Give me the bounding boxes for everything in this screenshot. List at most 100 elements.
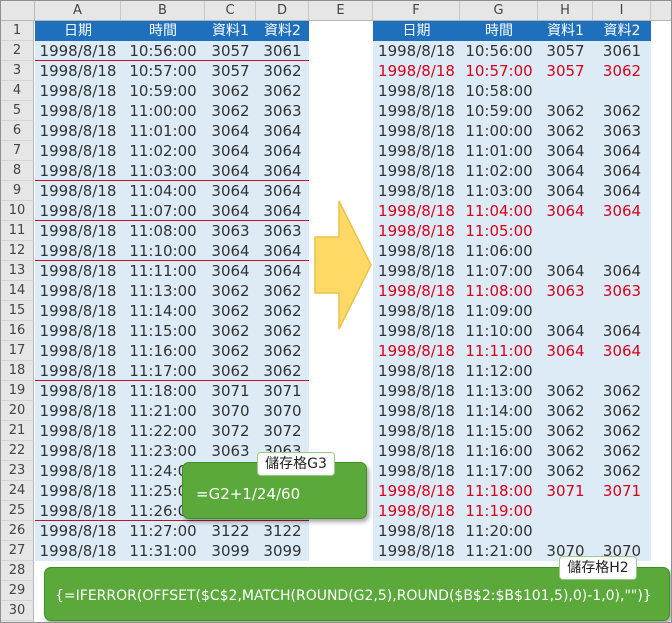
table-cell[interactable]: 11:27:00 [129, 522, 197, 540]
table-cell[interactable]: 1998/8/18 [378, 382, 455, 400]
table-cell[interactable]: 1998/8/18 [378, 402, 455, 420]
row-number[interactable]: 12 [1, 241, 34, 261]
table-cell[interactable]: 3063 [546, 282, 585, 300]
table-cell[interactable]: 11:18:00 [129, 382, 197, 400]
table-cell[interactable]: 1998/8/18 [378, 162, 455, 180]
table-cell[interactable]: 11:16:00 [465, 442, 533, 460]
table-cell[interactable]: 3064 [546, 262, 585, 280]
table-cell[interactable]: 11:02:00 [465, 162, 533, 180]
row-number[interactable]: 28 [1, 561, 34, 581]
table-cell[interactable]: 3063 [211, 442, 250, 460]
table-cell[interactable] [593, 501, 651, 521]
table-cell[interactable]: 3062 [546, 382, 585, 400]
table-cell[interactable]: 11:09:00 [465, 302, 533, 320]
table-cell[interactable]: 3064 [602, 182, 642, 200]
table-cell[interactable]: 1998/8/18 [378, 262, 455, 280]
table-cell[interactable]: 3057 [211, 62, 250, 80]
table-cell[interactable]: 3064 [211, 142, 250, 160]
row-number[interactable]: 24 [1, 481, 34, 501]
table-cell[interactable]: 1998/8/18 [378, 202, 455, 220]
table-cell[interactable]: 1998/8/18 [39, 122, 117, 140]
table-cell[interactable]: 1998/8/18 [378, 42, 455, 60]
table-cell[interactable] [593, 521, 651, 541]
table-cell[interactable]: 3061 [602, 42, 642, 60]
table-cell[interactable]: 3071 [263, 382, 302, 400]
table-cell[interactable]: 1998/8/18 [378, 62, 455, 80]
table-cell[interactable]: 1998/8/18 [39, 182, 117, 200]
table-cell[interactable]: 3064 [546, 162, 585, 180]
table-cell[interactable]: 11:03:00 [129, 162, 197, 180]
table-cell[interactable]: 10:56:00 [129, 42, 197, 60]
table-cell[interactable]: 1998/8/18 [39, 422, 117, 440]
column-header[interactable]: F [373, 1, 460, 20]
row-number[interactable]: 6 [1, 121, 34, 141]
row-number[interactable]: 3 [1, 61, 34, 81]
column-header[interactable]: H [538, 1, 593, 20]
row-number[interactable]: 16 [1, 321, 34, 341]
table-cell[interactable]: 3062 [211, 302, 250, 320]
table-cell[interactable]: 1998/8/18 [378, 542, 455, 560]
table-cell[interactable]: 1998/8/18 [378, 362, 455, 380]
table-cell[interactable]: 3064 [546, 202, 585, 220]
table-cell[interactable]: 11:01:00 [129, 122, 197, 140]
table-cell[interactable]: 1998/8/18 [378, 322, 455, 340]
table-cell[interactable]: 3064 [602, 342, 642, 360]
table-cell[interactable]: 11:15:00 [465, 422, 533, 440]
table-cell[interactable]: 11:17:00 [465, 462, 533, 480]
table-cell[interactable]: 1998/8/18 [378, 182, 455, 200]
table-cell[interactable]: 11:06:00 [465, 242, 533, 260]
row-number[interactable]: 4 [1, 81, 34, 101]
table-cell[interactable]: 11:10:00 [129, 242, 197, 260]
table-cell[interactable]: 1998/8/18 [39, 442, 117, 460]
table-cell[interactable]: 11:25:00 [129, 482, 197, 500]
row-number[interactable]: 22 [1, 441, 34, 461]
table-cell[interactable] [593, 361, 651, 381]
table-cell[interactable]: 10:57:00 [129, 62, 197, 80]
table-cell[interactable] [538, 501, 593, 521]
table-cell[interactable]: 1998/8/18 [39, 482, 117, 500]
table-cell[interactable]: 1998/8/18 [39, 82, 117, 100]
table-cell[interactable]: 11:21:00 [465, 542, 533, 560]
table-cell[interactable] [538, 301, 593, 321]
table-cell[interactable]: 10:59:00 [465, 102, 533, 120]
table-cell[interactable]: 1998/8/18 [378, 502, 455, 520]
row-number[interactable]: 5 [1, 101, 34, 121]
table-cell[interactable]: 3064 [263, 182, 302, 200]
table-cell[interactable]: 3064 [602, 142, 642, 160]
row-number[interactable]: 25 [1, 501, 34, 521]
table-cell[interactable]: 3070 [602, 542, 642, 560]
table-cell[interactable]: 3099 [263, 542, 302, 560]
table-cell[interactable]: 3062 [211, 282, 250, 300]
row-number[interactable]: 9 [1, 181, 34, 201]
table-cell[interactable]: 1998/8/18 [39, 282, 117, 300]
table-cell[interactable]: 3062 [602, 442, 642, 460]
table-cell[interactable]: 1998/8/18 [39, 502, 117, 520]
table-cell[interactable]: 3062 [602, 382, 642, 400]
table-cell[interactable]: 3064 [602, 162, 642, 180]
table-cell[interactable]: 3070 [263, 402, 302, 420]
table-cell[interactable]: 3062 [263, 322, 302, 340]
table-cell[interactable]: 11:00:00 [465, 122, 533, 140]
table-cell[interactable]: 1998/8/18 [378, 242, 455, 260]
table-cell[interactable]: 11:21:00 [129, 402, 197, 420]
table-cell[interactable]: 11:04:00 [465, 202, 533, 220]
table-cell[interactable]: 3064 [263, 262, 302, 280]
table-cell[interactable]: 1998/8/18 [378, 442, 455, 460]
table-cell[interactable] [538, 241, 593, 261]
table-cell[interactable]: 1998/8/18 [378, 342, 455, 360]
table-cell[interactable]: 3064 [211, 182, 250, 200]
table-cell[interactable]: 3064 [546, 142, 585, 160]
table-cell[interactable]: 11:03:00 [465, 182, 533, 200]
table-cell[interactable]: 11:04:00 [129, 182, 197, 200]
table-cell[interactable]: 1998/8/18 [39, 322, 117, 340]
table-cell[interactable]: 11:20:00 [465, 522, 533, 540]
table-cell[interactable]: 11:13:00 [129, 282, 197, 300]
table-cell[interactable]: 1998/8/18 [39, 42, 117, 60]
table-cell[interactable]: 11:14:00 [465, 402, 533, 420]
table-cell[interactable]: 11:23:00 [129, 442, 197, 460]
table-cell[interactable]: 1998/8/18 [39, 522, 117, 540]
table-cell[interactable]: 3062 [546, 422, 585, 440]
row-number[interactable]: 27 [1, 541, 34, 561]
row-number[interactable]: 29 [1, 581, 34, 601]
table-cell[interactable]: 3064 [602, 262, 642, 280]
